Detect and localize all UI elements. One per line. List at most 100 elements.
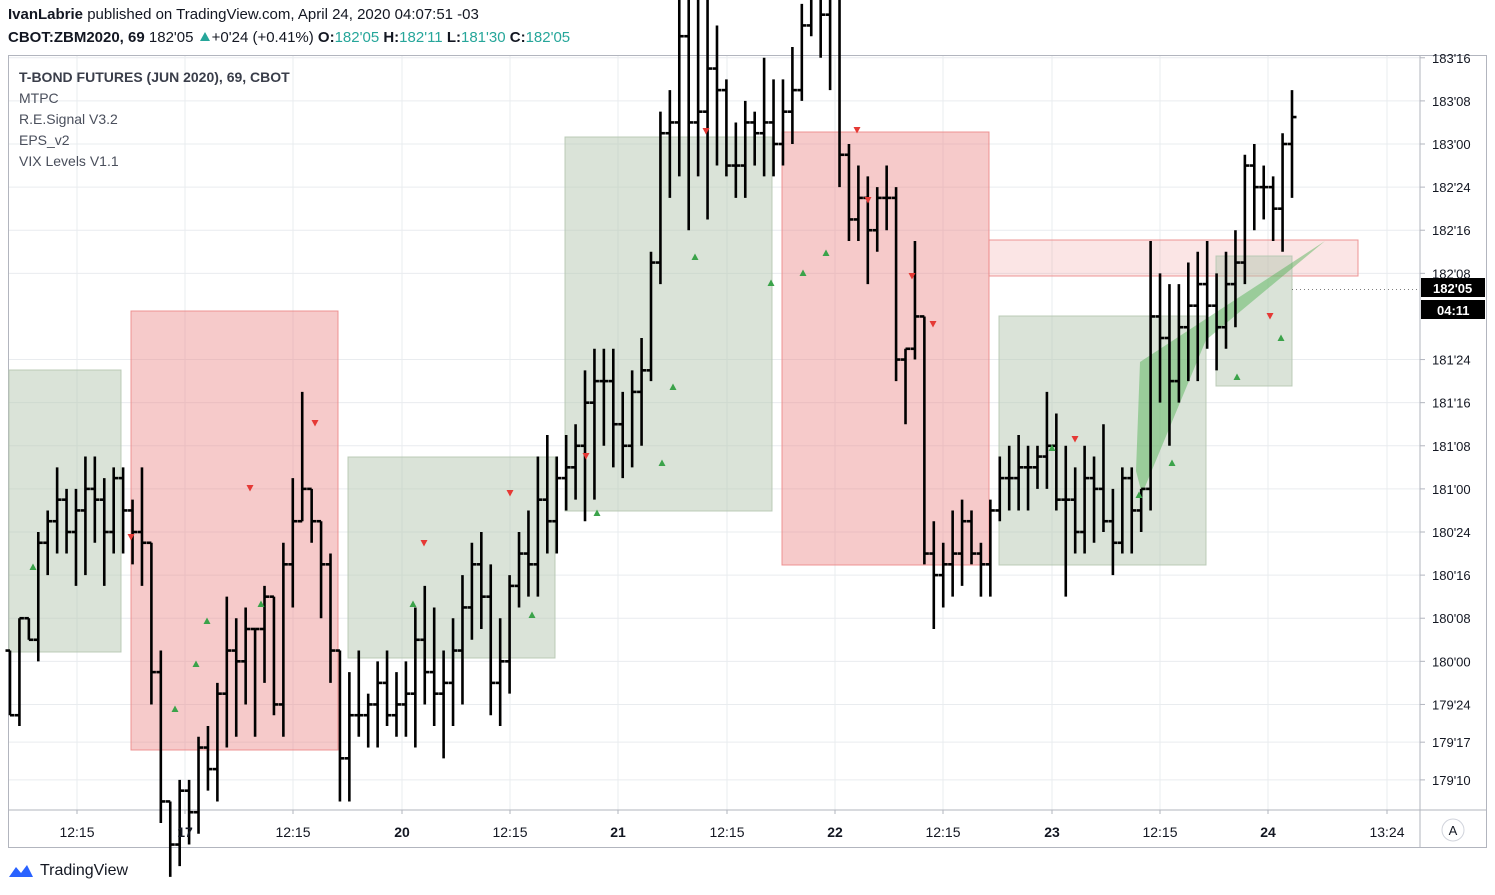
indicator-re-signal[interactable]: R.E.Signal V3.2 (19, 111, 118, 127)
buy-signal-marker (767, 279, 775, 286)
time-axis-label: 12:15 (492, 824, 527, 840)
sell-signal-marker (1266, 313, 1274, 320)
buy-signal-marker (593, 509, 601, 516)
close-value: 182'05 (525, 29, 571, 46)
low-value: 181'30 (460, 29, 506, 46)
tradingview-logo-icon (9, 865, 33, 877)
time-axis-label: 22 (827, 824, 843, 840)
close-label: C: (509, 29, 526, 46)
time-axis-label: 12:15 (709, 824, 744, 840)
sell-signal-marker (853, 127, 861, 134)
price-axis-label: 181'00 (1432, 482, 1471, 497)
sell-signal-marker (908, 273, 916, 280)
buy-signal-marker (257, 600, 265, 607)
price-axis-label: 180'08 (1432, 611, 1471, 626)
open-label: O: (317, 29, 335, 46)
countdown-tag-bg (1421, 300, 1485, 319)
price-axis-label: 183'08 (1432, 94, 1471, 109)
sell-signal-marker (864, 197, 872, 204)
last-price-tag: 182'05 (1433, 281, 1472, 296)
time-axis-label: 24 (1260, 824, 1276, 840)
sell-signal-marker (702, 128, 710, 135)
price-axis-label: 182'08 (1432, 266, 1471, 281)
price-axis-label: 179'10 (1432, 773, 1471, 788)
price-axis-label: 180'16 (1432, 568, 1471, 583)
price-axis-label: 181'16 (1432, 396, 1471, 411)
buy-signal-marker (669, 383, 677, 390)
price-change: +0'24 (+0.41%) (211, 29, 314, 46)
auto-scale-button[interactable] (1441, 818, 1465, 842)
bear-zone-box (130, 310, 339, 751)
time-axis-label: 12:15 (925, 824, 960, 840)
bull-zone-box (1215, 255, 1293, 387)
price-axis-label: 181'24 (1432, 353, 1471, 368)
auto-scale-label[interactable]: A (1449, 823, 1458, 838)
buy-signal-marker (203, 617, 211, 624)
sell-signal-marker (506, 490, 514, 497)
price-axis-label: 183'00 (1432, 137, 1471, 152)
indicator-vix-levels[interactable]: VIX Levels V1.1 (19, 153, 119, 169)
buy-signal-marker (192, 660, 200, 667)
time-axis-label: 23 (1044, 824, 1060, 840)
published-text: published on TradingView.com, April 24, … (87, 6, 479, 23)
chart-legend: T-BOND FUTURES (JUN 2020), 69, CBOT MTPC… (19, 67, 290, 172)
sell-signal-marker (1071, 436, 1079, 443)
price-axis-label: 179'24 (1432, 697, 1471, 712)
sell-signal-marker (582, 453, 590, 460)
author-name[interactable]: IvanLabrie (8, 6, 84, 23)
low-label: L: (446, 29, 461, 46)
high-value: 182'11 (399, 29, 443, 46)
time-axis-label: 13:24 (1369, 824, 1404, 840)
last-price: 182'05 (148, 29, 194, 46)
time-axis-label: 12:15 (1142, 824, 1177, 840)
up-triangle-icon (199, 32, 210, 41)
symbol-label[interactable]: CBOT:ZBM2020, 69 (8, 29, 145, 46)
price-axis-label: 182'24 (1432, 180, 1471, 195)
buy-signal-marker (528, 611, 536, 618)
bull-zone-box (8, 369, 122, 653)
price-axis-label: 183'16 (1432, 51, 1471, 66)
sell-signal-marker (420, 540, 428, 547)
price-axis-label: 181'08 (1432, 439, 1471, 454)
tradingview-logo[interactable]: TradingView (8, 860, 128, 882)
time-axis-label: 21 (610, 824, 626, 840)
indicator-eps[interactable]: EPS_v2 (19, 132, 70, 148)
buy-signal-marker (1233, 373, 1241, 380)
price-axis-label: 179'17 (1432, 735, 1471, 750)
buy-signal-marker (799, 269, 807, 276)
buy-signal-marker (691, 253, 699, 260)
buy-signal-marker (1168, 459, 1176, 466)
countdown-tag: 04:11 (1437, 303, 1470, 318)
price-axis-label: 180'00 (1432, 654, 1471, 669)
sell-signal-marker (311, 420, 319, 427)
sell-signal-marker (246, 485, 254, 492)
buy-signal-marker (1135, 491, 1143, 498)
time-axis-label: 12:15 (59, 824, 94, 840)
price-axis-label: 182'16 (1432, 223, 1471, 238)
buy-signal-marker (1277, 334, 1285, 341)
publish-info: IvanLabrie published on TradingView.com,… (8, 6, 479, 23)
buy-signal-marker (29, 563, 37, 570)
time-axis-label: 20 (394, 824, 410, 840)
bear-level-band (988, 239, 1359, 277)
sell-signal-marker (127, 534, 135, 541)
tradingview-brand: TradingView (40, 862, 129, 879)
high-label: H: (383, 29, 400, 46)
time-axis-label: 17 (177, 824, 193, 840)
rising-wedge-fill (1136, 241, 1325, 494)
last-price-tag-bg (1421, 278, 1485, 297)
time-axis-label: 12:15 (275, 824, 310, 840)
price-axis-label: 180'24 (1432, 525, 1471, 540)
symbol-info-line: CBOT:ZBM2020, 69 182'05 +0'24 (+0.41%) O… (8, 29, 570, 46)
buy-signal-marker (658, 459, 666, 466)
chart-title[interactable]: T-BOND FUTURES (JUN 2020), 69, CBOT (19, 69, 290, 85)
bull-zone-box (564, 136, 773, 512)
indicator-mtpc[interactable]: MTPC (19, 90, 59, 106)
buy-signal-marker (822, 249, 830, 256)
sell-signal-marker (929, 321, 937, 328)
buy-signal-marker (171, 705, 179, 712)
buy-signal-marker (1048, 444, 1056, 451)
open-value: 182'05 (334, 29, 380, 46)
buy-signal-marker (409, 600, 417, 607)
